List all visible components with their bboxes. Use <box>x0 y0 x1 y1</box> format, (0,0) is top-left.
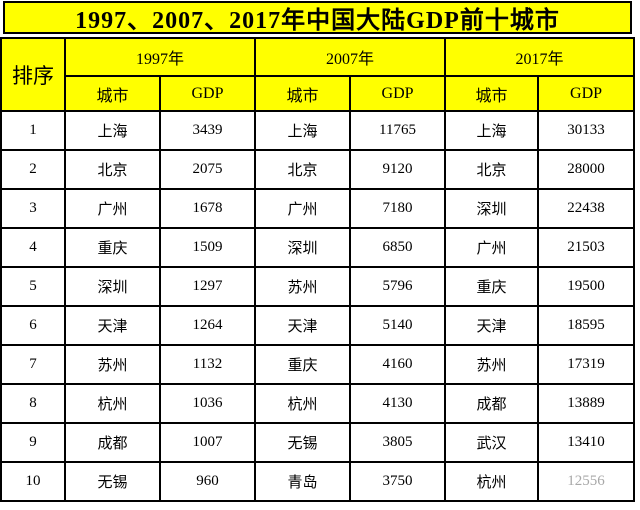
gdp-cell: 1132 <box>158 344 257 385</box>
city-cell: 深圳 <box>254 227 352 268</box>
rank-cell: 4 <box>0 227 66 268</box>
sub-header-row: 城市 GDP 城市 GDP 城市 GDP <box>1 75 636 112</box>
gdp-cell: 30133 <box>537 110 636 151</box>
city-cell: 北京 <box>64 149 161 190</box>
gdp-header-2007: GDP <box>349 75 447 112</box>
city-cell: 广州 <box>254 188 352 229</box>
gdp-cell: 19500 <box>537 266 636 307</box>
city-cell: 成都 <box>64 422 161 463</box>
gdp-cell: 7180 <box>349 188 447 229</box>
city-cell: 重庆 <box>444 266 540 307</box>
table-row: 4 重庆 1509 深圳 6850 广州 21503 <box>0 227 636 268</box>
gdp-cell: 1264 <box>158 305 257 346</box>
city-cell: 苏州 <box>254 266 352 307</box>
gdp-cell: 28000 <box>537 149 636 190</box>
gdp-cell: 21503 <box>537 227 636 268</box>
year-header-2007: 2007年 <box>254 37 447 77</box>
gdp-header-1997: GDP <box>158 75 257 112</box>
city-cell: 苏州 <box>444 344 540 385</box>
city-cell: 苏州 <box>64 344 161 385</box>
city-cell: 北京 <box>444 149 540 190</box>
gdp-cell-faded: 12556 <box>537 461 636 502</box>
city-cell: 上海 <box>444 110 540 151</box>
gdp-cell: 1509 <box>158 227 257 268</box>
rank-cell: 7 <box>0 344 66 385</box>
rank-cell: 9 <box>0 422 66 463</box>
city-cell: 天津 <box>444 305 540 346</box>
table-row: 8 杭州 1036 杭州 4130 成都 13889 <box>0 383 636 424</box>
rank-cell: 6 <box>0 305 66 346</box>
city-cell: 青岛 <box>254 461 352 502</box>
year-header-row: 排序 1997年 2007年 2017年 <box>0 37 636 112</box>
table-row: 6 天津 1264 天津 5140 天津 18595 <box>0 305 636 346</box>
city-cell: 天津 <box>254 305 352 346</box>
city-cell: 成都 <box>444 383 540 424</box>
gdp-cell: 1036 <box>158 383 257 424</box>
gdp-cell: 2075 <box>158 149 257 190</box>
city-cell: 重庆 <box>254 344 352 385</box>
year-header-2017: 2017年 <box>444 37 636 77</box>
table-row: 3 广州 1678 广州 7180 深圳 22438 <box>0 188 636 229</box>
gdp-cell: 1678 <box>158 188 257 229</box>
table-row: 10 无锡 960 青岛 3750 杭州 12556 <box>0 461 636 502</box>
gdp-cell: 4160 <box>349 344 447 385</box>
gdp-cell: 3805 <box>349 422 447 463</box>
table-row: 1 上海 3439 上海 11765 上海 30133 <box>0 110 636 151</box>
table-row: 7 苏州 1132 重庆 4160 苏州 17319 <box>0 344 636 385</box>
city-header-2017: 城市 <box>444 75 540 112</box>
city-cell: 上海 <box>64 110 161 151</box>
gdp-header-2017: GDP <box>537 75 636 112</box>
gdp-cell: 5140 <box>349 305 447 346</box>
gdp-cell: 3750 <box>349 461 447 502</box>
gdp-cell: 6850 <box>349 227 447 268</box>
city-cell: 广州 <box>64 188 161 229</box>
page-title: 1997、2007、2017年中国大陆GDP前十城市 <box>3 1 632 34</box>
city-cell: 杭州 <box>444 461 540 502</box>
gdp-cell: 13410 <box>537 422 636 463</box>
gdp-cell: 5796 <box>349 266 447 307</box>
rank-cell: 8 <box>0 383 66 424</box>
gdp-cell: 960 <box>158 461 257 502</box>
rank-cell: 3 <box>0 188 66 229</box>
gdp-cell: 18595 <box>537 305 636 346</box>
gdp-cell: 13889 <box>537 383 636 424</box>
gdp-cell: 9120 <box>349 149 447 190</box>
gdp-cell: 4130 <box>349 383 447 424</box>
city-cell: 深圳 <box>64 266 161 307</box>
year-header-1997: 1997年 <box>63 37 257 77</box>
city-cell: 天津 <box>64 305 161 346</box>
city-cell: 杭州 <box>254 383 352 424</box>
table-row: 5 深圳 1297 苏州 5796 重庆 19500 <box>0 266 636 307</box>
gdp-cell: 17319 <box>537 344 636 385</box>
rank-cell: 5 <box>0 266 66 307</box>
gdp-cell: 3439 <box>158 110 257 151</box>
gdp-cell: 22438 <box>537 188 636 229</box>
city-cell: 武汉 <box>444 422 540 463</box>
gdp-table: 排序 1997年 2007年 2017年 城市 GDP 城市 GDP 城市 GD… <box>0 37 636 502</box>
city-cell: 广州 <box>444 227 540 268</box>
rank-cell: 2 <box>0 149 66 190</box>
city-cell: 上海 <box>254 110 352 151</box>
city-header-1997: 城市 <box>64 75 161 112</box>
city-cell: 重庆 <box>64 227 161 268</box>
table-row: 9 成都 1007 无锡 3805 武汉 13410 <box>0 422 636 463</box>
gdp-cell: 11765 <box>349 110 447 151</box>
city-cell: 无锡 <box>254 422 352 463</box>
city-cell: 杭州 <box>64 383 161 424</box>
city-header-2007: 城市 <box>254 75 352 112</box>
table-row: 2 北京 2075 北京 9120 北京 28000 <box>0 149 636 190</box>
gdp-cell: 1297 <box>158 266 257 307</box>
city-cell: 北京 <box>254 149 352 190</box>
gdp-cell: 1007 <box>158 422 257 463</box>
city-cell: 深圳 <box>444 188 540 229</box>
city-cell: 无锡 <box>64 461 161 502</box>
rank-cell: 1 <box>0 110 66 151</box>
rank-cell: 10 <box>0 461 66 502</box>
rank-header: 排序 <box>0 37 66 112</box>
